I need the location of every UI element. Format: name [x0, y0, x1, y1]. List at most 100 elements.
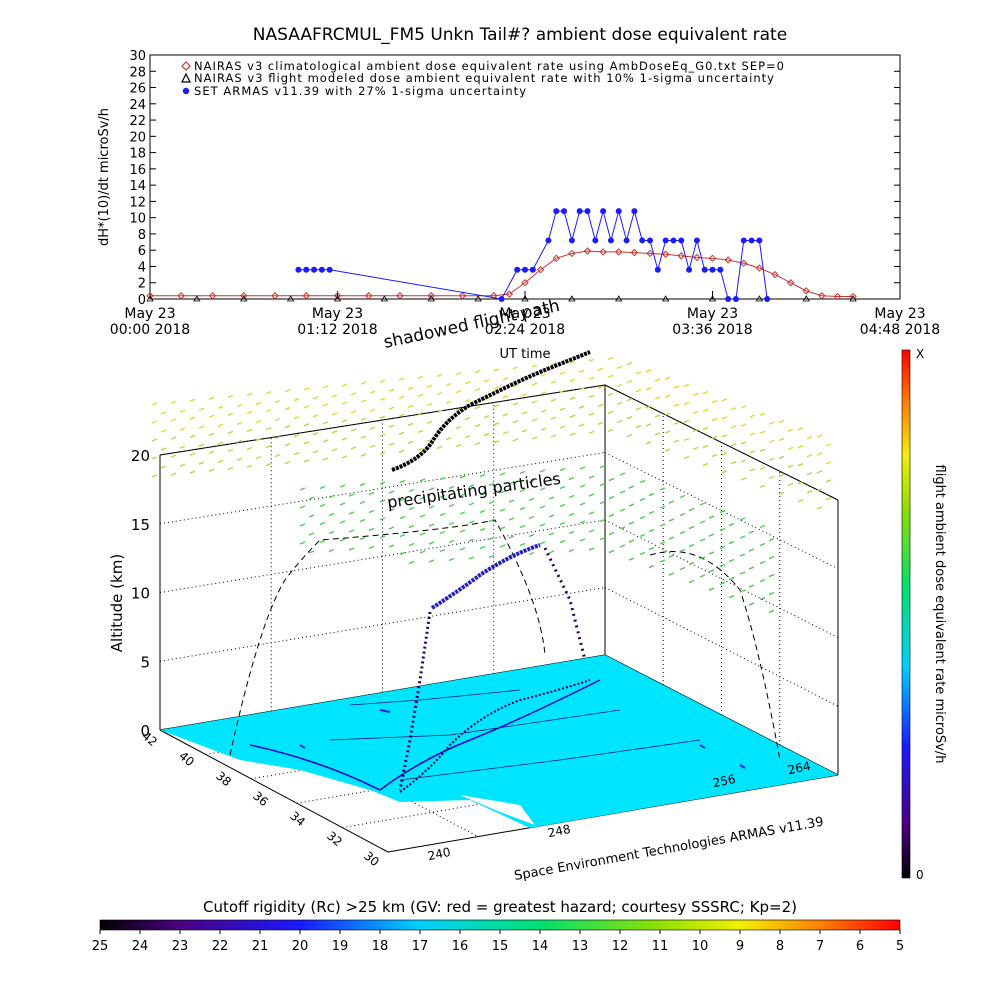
- data-point-diamond: [771, 270, 779, 279]
- y-tick-label: 20: [129, 130, 146, 145]
- time-series-chart: NASAAFRCMUL_FM5 Unkn Tail#? ambient dose…: [97, 25, 940, 362]
- rigidity-tick-label: 25: [92, 939, 109, 954]
- legend-entry-nairas-flight: NAIRAS v3 flight modeled dose ambient eq…: [181, 71, 774, 85]
- data-point-diamond: [677, 252, 685, 260]
- data-point-circle: [561, 208, 568, 215]
- data-point-circle: [295, 266, 302, 273]
- colorbar-label: flight ambient dose equivalent rate micr…: [932, 465, 947, 764]
- data-point-diamond: [740, 259, 748, 267]
- latitude-tick-label: 34: [287, 809, 308, 830]
- data-point-triangle: [193, 295, 201, 302]
- dose-colorbar: X 0 flight ambient dose equivalent rate …: [901, 347, 947, 882]
- data-point-circle: [623, 237, 630, 244]
- rigidity-tick-label: 7: [816, 939, 824, 954]
- data-point-triangle: [474, 295, 482, 302]
- map-speckles: [299, 709, 746, 769]
- data-point-circle: [615, 208, 622, 215]
- data-point-diamond: [599, 248, 607, 256]
- data-point-diamond: [365, 292, 373, 300]
- data-point-diamond: [333, 292, 342, 300]
- data-point-circle: [654, 266, 661, 273]
- shadowed-flight-path: [391, 350, 591, 472]
- data-point-diamond: [177, 292, 185, 300]
- data-point-triangle: [568, 295, 576, 302]
- rigidity-tick-label: 8: [776, 939, 784, 954]
- x-tick-date: May 23: [874, 306, 925, 322]
- data-point-diamond: [708, 254, 717, 263]
- rigidity-tick-label: 13: [572, 939, 589, 954]
- chart-title: NASAAFRCMUL_FM5 Unkn Tail#? ambient dose…: [253, 25, 787, 45]
- data-point-circle: [600, 208, 607, 215]
- data-point-circle: [748, 237, 755, 244]
- y-tick-label: 26: [129, 82, 146, 97]
- rigidity-tick-label: 5: [896, 939, 904, 954]
- data-point-diamond: [630, 248, 639, 257]
- series-line: [150, 250, 854, 298]
- flight-path-cruise: [430, 543, 541, 610]
- data-point-triangle: [849, 295, 857, 302]
- data-point-diamond: [693, 253, 701, 262]
- altitude-tick-label: 15: [131, 516, 150, 534]
- data-point-circle: [514, 266, 521, 273]
- data-point-diamond: [724, 256, 732, 264]
- rigidity-tick-label: 9: [736, 939, 744, 954]
- y-tick-label: 14: [129, 179, 146, 194]
- data-point-circle: [631, 208, 638, 215]
- data-point-circle: [592, 237, 599, 244]
- data-point-circle: [326, 266, 333, 273]
- data-point-circle: [678, 237, 685, 244]
- rigidity-gradient: [99, 919, 901, 931]
- rigidity-tick-label: 18: [372, 939, 389, 954]
- x-tick-date: May 23: [312, 306, 363, 322]
- projection-curve-right: [649, 551, 781, 761]
- longitude-tick-label: 264: [787, 759, 812, 777]
- rigidity-tick-label: 10: [692, 939, 709, 954]
- data-point-circle: [701, 266, 708, 273]
- legend-marker-diamond: [181, 61, 191, 71]
- latitude-tick-label: 36: [250, 789, 271, 810]
- x-tick-time: 00:00 2018: [110, 322, 190, 338]
- altitude-tick-label: 0: [140, 722, 150, 740]
- data-point-triangle: [380, 295, 389, 302]
- data-point-circle: [553, 208, 560, 215]
- data-point-diamond: [208, 292, 217, 300]
- rigidity-tick-label: 19: [332, 939, 349, 954]
- rigidity-tick-label: 23: [172, 939, 189, 954]
- data-point-circle: [529, 266, 536, 273]
- rigidity-tick-label: 20: [292, 939, 309, 954]
- series-armas: [295, 208, 771, 302]
- state-borders: [329, 689, 701, 781]
- longitude-axis-ticks: 240 248 256 264: [427, 759, 812, 863]
- particle-field-lower: [299, 464, 775, 614]
- data-point-triangle: [427, 295, 435, 302]
- x-tick-date: May 23: [124, 306, 175, 322]
- y-tick-label: 16: [129, 163, 146, 178]
- data-point-circle: [740, 237, 747, 244]
- x-axis-label: UT time: [500, 347, 551, 362]
- coastline: [249, 679, 601, 791]
- data-point-diamond: [833, 292, 842, 301]
- longitude-tick-label: 256: [712, 772, 737, 790]
- data-point-triangle: [333, 295, 342, 302]
- longitude-tick-label: 248: [547, 822, 572, 840]
- legend-entry-armas: SET ARMAS v11.39 with 27% 1-sigma uncert…: [182, 84, 526, 98]
- x-tick-date: May 23: [499, 306, 550, 322]
- colorbar-top-label: X: [916, 347, 924, 361]
- legend-text: SET ARMAS v11.39 with 27% 1-sigma uncert…: [194, 84, 526, 98]
- data-point-diamond: [802, 287, 810, 295]
- rigidity-tick-label: 6: [856, 939, 864, 954]
- data-point-diamond: [271, 292, 279, 300]
- data-point-diamond: [396, 292, 404, 300]
- map-region: [160, 655, 838, 828]
- flight-path-descent: [543, 547, 587, 661]
- x-tick-time: 02:24 2018: [485, 322, 565, 338]
- data-point-triangle: [286, 295, 295, 302]
- y-tick-label: 8: [138, 228, 146, 243]
- data-point-circle: [725, 296, 732, 302]
- ground-track: [399, 679, 591, 793]
- rigidity-tick-label: 17: [412, 939, 429, 954]
